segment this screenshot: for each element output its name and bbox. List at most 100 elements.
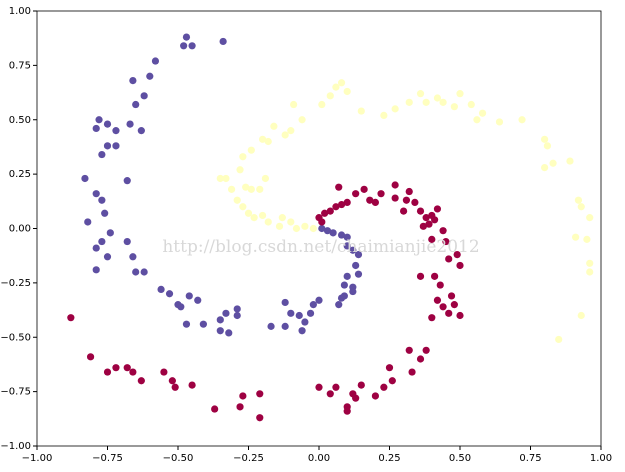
point [244, 209, 253, 217]
point [380, 383, 388, 391]
point [445, 309, 453, 317]
point [239, 203, 247, 211]
point [290, 100, 298, 109]
point [236, 166, 244, 174]
point [574, 196, 583, 204]
point [318, 100, 326, 109]
point [129, 368, 137, 376]
x-tick-label: 0.75 [519, 453, 541, 464]
point [256, 390, 264, 398]
point [450, 301, 458, 309]
y-tick-label: −1.00 [0, 441, 31, 452]
point [157, 285, 165, 293]
point [123, 237, 131, 246]
point [577, 311, 585, 320]
point [431, 272, 439, 280]
point [453, 251, 461, 259]
point [98, 237, 106, 246]
point [541, 164, 549, 172]
x-tick-label: 0.50 [449, 453, 471, 464]
point [343, 198, 351, 206]
point [343, 407, 351, 415]
point [180, 42, 188, 50]
point [106, 229, 114, 237]
point [360, 185, 368, 193]
point [315, 383, 323, 391]
point [371, 392, 379, 400]
point [433, 205, 442, 213]
point [267, 322, 275, 330]
point [422, 346, 430, 354]
point [433, 296, 442, 304]
point [473, 116, 481, 124]
point [247, 185, 255, 193]
point [219, 37, 227, 46]
point [416, 90, 425, 98]
point [132, 100, 140, 109]
point [549, 159, 557, 167]
point [275, 222, 284, 230]
point [439, 98, 447, 106]
point [126, 120, 134, 128]
point [216, 327, 224, 335]
point [577, 203, 585, 211]
point [259, 135, 267, 143]
point [177, 303, 185, 311]
point [388, 377, 396, 385]
point [354, 251, 363, 259]
point [306, 309, 315, 317]
point [326, 390, 334, 398]
point [583, 235, 591, 243]
point [419, 222, 427, 230]
point [298, 116, 306, 124]
x-tick-label: −0.75 [92, 453, 123, 464]
point [287, 309, 295, 317]
y-tick-label: −0.25 [0, 278, 31, 289]
point [425, 220, 433, 228]
point [295, 311, 303, 320]
point [335, 183, 343, 191]
point [281, 298, 289, 307]
point [211, 405, 219, 413]
point [301, 318, 309, 326]
point [326, 207, 334, 215]
point [247, 146, 255, 154]
point [456, 261, 464, 270]
x-tick-label: 0.00 [308, 453, 330, 464]
point [411, 198, 419, 206]
point [456, 311, 464, 320]
point [287, 127, 295, 135]
point [160, 368, 168, 376]
point [321, 209, 329, 217]
point [92, 190, 100, 198]
point [354, 270, 363, 278]
point [129, 77, 137, 85]
point [391, 105, 399, 113]
point [371, 198, 379, 206]
point [586, 214, 594, 222]
point [377, 190, 385, 198]
point [233, 196, 241, 204]
point [123, 364, 131, 372]
point [199, 320, 207, 328]
point [442, 237, 450, 246]
point [329, 229, 337, 237]
point [408, 368, 416, 376]
point [103, 253, 112, 261]
point [233, 311, 241, 320]
point [92, 124, 100, 133]
point [478, 109, 487, 117]
point [416, 207, 425, 215]
y-tick-label: 0.00 [9, 224, 31, 235]
point [450, 103, 458, 111]
point [422, 98, 430, 106]
point [332, 383, 340, 391]
point [137, 377, 145, 385]
point [129, 253, 137, 261]
point [416, 272, 425, 280]
point [239, 153, 247, 161]
point [256, 185, 264, 193]
point [278, 214, 286, 222]
y-tick-label: 0.50 [9, 115, 31, 126]
